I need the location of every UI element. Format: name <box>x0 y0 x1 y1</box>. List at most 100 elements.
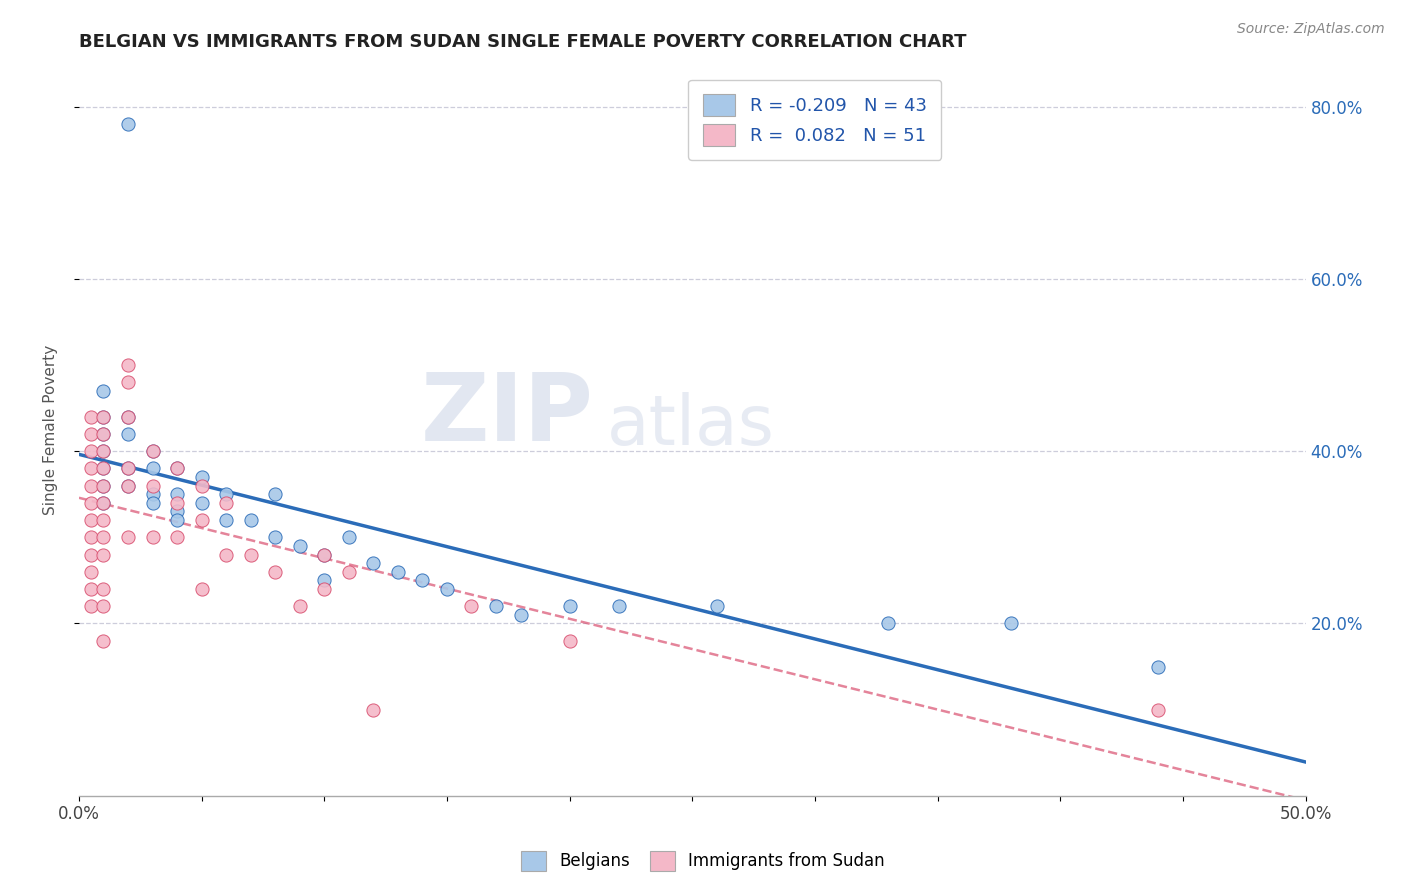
Point <box>190 496 212 510</box>
Point <box>141 478 163 492</box>
Point <box>93 461 115 475</box>
Point <box>460 599 482 614</box>
Point <box>117 358 139 372</box>
Point <box>558 599 581 614</box>
Point <box>387 565 409 579</box>
Point <box>93 599 115 614</box>
Point <box>141 496 163 510</box>
Point <box>314 582 336 596</box>
Point <box>80 409 103 424</box>
Point <box>93 582 115 596</box>
Point <box>1000 616 1022 631</box>
Point <box>215 513 238 527</box>
Point <box>607 599 630 614</box>
Text: BELGIAN VS IMMIGRANTS FROM SUDAN SINGLE FEMALE POVERTY CORRELATION CHART: BELGIAN VS IMMIGRANTS FROM SUDAN SINGLE … <box>79 33 966 51</box>
Point <box>190 478 212 492</box>
Point <box>117 409 139 424</box>
Point <box>166 513 188 527</box>
Point <box>215 487 238 501</box>
Point <box>93 633 115 648</box>
Point <box>166 461 188 475</box>
Point <box>80 496 103 510</box>
Text: Source: ZipAtlas.com: Source: ZipAtlas.com <box>1237 22 1385 37</box>
Point <box>141 530 163 544</box>
Point <box>314 574 336 588</box>
Point <box>314 548 336 562</box>
Point <box>80 444 103 458</box>
Point <box>80 582 103 596</box>
Point <box>93 444 115 458</box>
Point <box>80 565 103 579</box>
Point <box>288 539 311 553</box>
Point <box>93 426 115 441</box>
Point <box>264 565 287 579</box>
Point <box>190 513 212 527</box>
Point <box>117 478 139 492</box>
Point <box>436 582 458 596</box>
Point <box>166 504 188 518</box>
Y-axis label: Single Female Poverty: Single Female Poverty <box>44 344 58 515</box>
Point <box>93 496 115 510</box>
Point <box>337 565 360 579</box>
Point <box>509 607 531 622</box>
Point <box>93 461 115 475</box>
Point <box>239 548 262 562</box>
Point <box>117 461 139 475</box>
Point <box>80 530 103 544</box>
Point <box>93 384 115 398</box>
Point <box>877 616 900 631</box>
Point <box>363 703 385 717</box>
Point <box>1147 659 1170 673</box>
Point <box>80 599 103 614</box>
Point <box>80 478 103 492</box>
Legend: R = -0.209   N = 43, R =  0.082   N = 51: R = -0.209 N = 43, R = 0.082 N = 51 <box>689 80 941 160</box>
Point <box>363 556 385 570</box>
Point <box>166 461 188 475</box>
Point <box>215 496 238 510</box>
Point <box>80 548 103 562</box>
Point <box>93 530 115 544</box>
Point <box>117 117 139 131</box>
Point <box>141 487 163 501</box>
Point <box>93 409 115 424</box>
Point <box>314 548 336 562</box>
Point <box>117 409 139 424</box>
Point <box>93 513 115 527</box>
Point <box>166 487 188 501</box>
Point <box>93 426 115 441</box>
Point <box>93 548 115 562</box>
Point <box>706 599 728 614</box>
Point <box>558 633 581 648</box>
Point <box>337 530 360 544</box>
Point <box>93 409 115 424</box>
Point <box>411 574 433 588</box>
Point <box>80 426 103 441</box>
Point <box>485 599 508 614</box>
Point <box>141 444 163 458</box>
Point <box>239 513 262 527</box>
Point <box>93 478 115 492</box>
Point <box>166 496 188 510</box>
Point <box>264 530 287 544</box>
Point <box>93 496 115 510</box>
Point <box>117 376 139 390</box>
Point <box>80 461 103 475</box>
Point <box>215 548 238 562</box>
Legend: Belgians, Immigrants from Sudan: Belgians, Immigrants from Sudan <box>513 842 893 880</box>
Point <box>117 426 139 441</box>
Point <box>141 444 163 458</box>
Text: atlas: atlas <box>606 392 775 459</box>
Text: ZIP: ZIP <box>422 369 595 461</box>
Point <box>117 478 139 492</box>
Point <box>190 470 212 484</box>
Point <box>93 478 115 492</box>
Point <box>1147 703 1170 717</box>
Point <box>288 599 311 614</box>
Point <box>80 513 103 527</box>
Point <box>141 461 163 475</box>
Point <box>117 530 139 544</box>
Point <box>190 582 212 596</box>
Point <box>93 444 115 458</box>
Point <box>117 461 139 475</box>
Point <box>264 487 287 501</box>
